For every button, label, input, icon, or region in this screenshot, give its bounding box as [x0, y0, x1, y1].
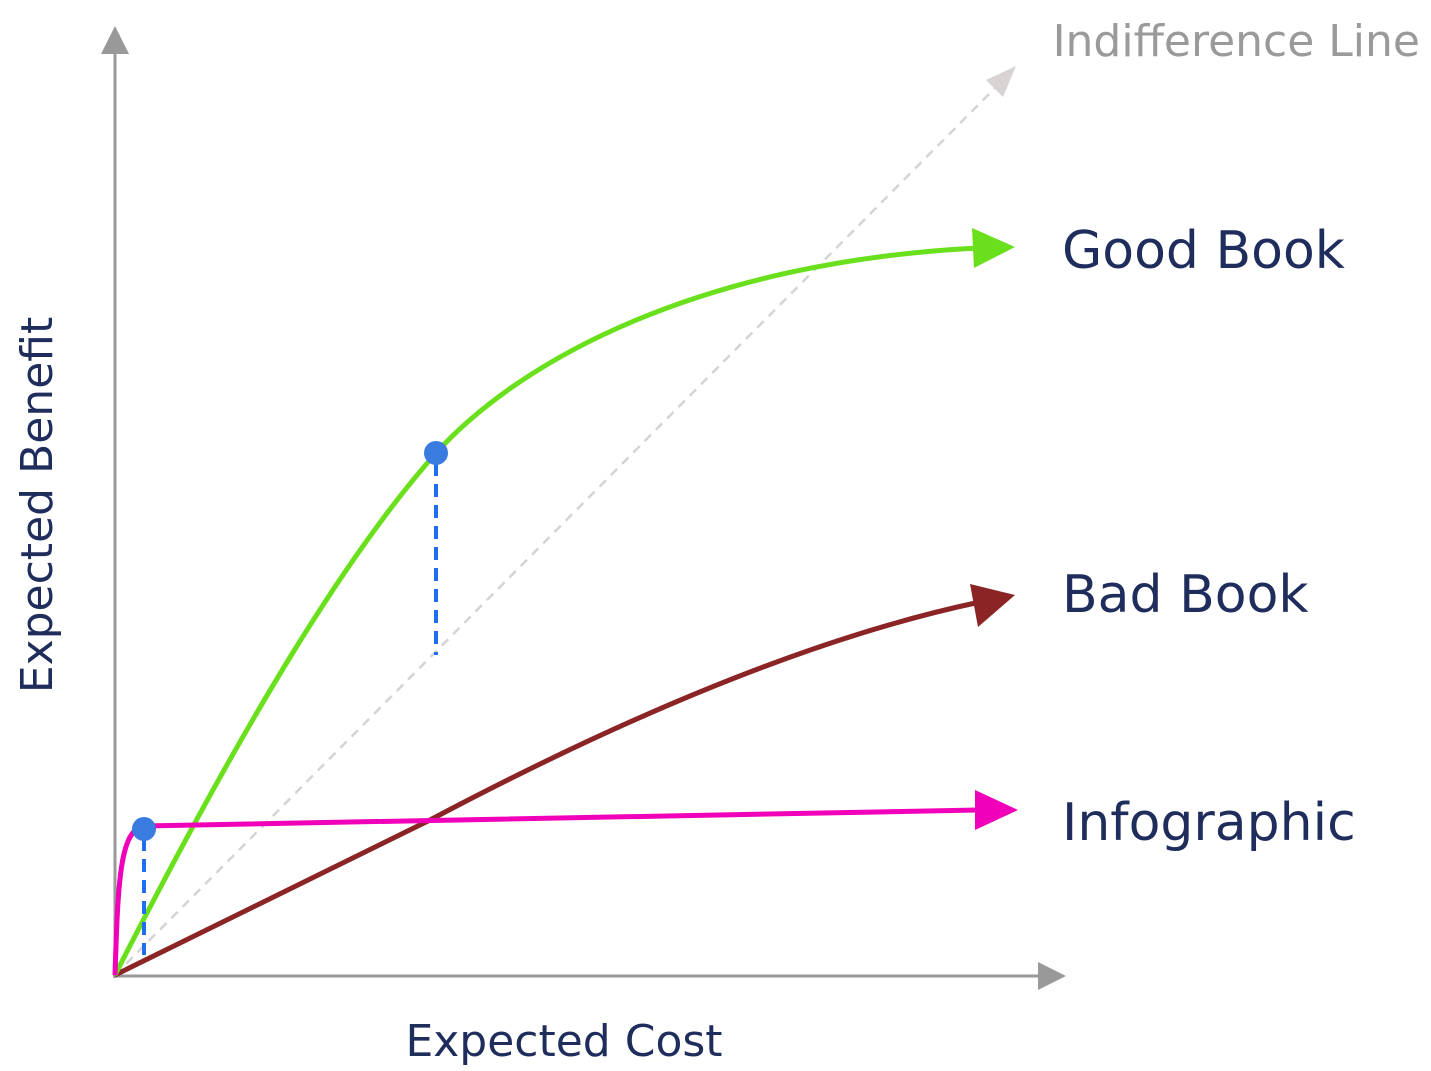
- x-axis-label: Expected Cost: [405, 1016, 722, 1067]
- y-axis-label: Expected Benefit: [12, 317, 63, 693]
- x-axis-arrow: [1038, 962, 1066, 990]
- good-book-arrow: [972, 228, 1015, 268]
- infographic-curve: [112, 807, 979, 976]
- indifference-line: [114, 87, 996, 976]
- bad-book-arrow: [970, 584, 1015, 627]
- point: [132, 817, 156, 841]
- bad-book-curve: [113, 599, 981, 978]
- point: [424, 441, 448, 465]
- y-axis-arrow: [101, 26, 129, 54]
- indifference-label: Indifference Line: [1053, 16, 1420, 67]
- infographic-arrow: [975, 790, 1018, 830]
- indifference-arrow: [986, 66, 1016, 97]
- bad-book-label: Bad Book: [1062, 565, 1309, 625]
- infographic-label: Infographic: [1062, 793, 1356, 853]
- good-book-curve: [112, 245, 979, 977]
- good-book-label: Good Book: [1062, 221, 1345, 281]
